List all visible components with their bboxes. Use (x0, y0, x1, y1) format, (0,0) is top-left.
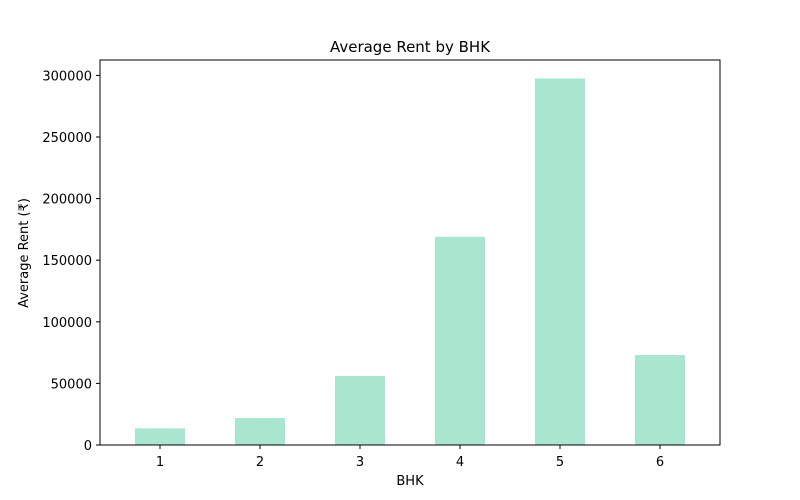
y-tick-label: 50000 (51, 377, 92, 392)
y-tick-label: 0 (84, 439, 92, 454)
bar-6 (635, 355, 685, 445)
bar-2 (235, 418, 285, 445)
chart-title: Average Rent by BHK (330, 38, 491, 56)
bars-group (135, 78, 685, 445)
x-tick-label: 5 (556, 455, 564, 470)
x-tick-label: 1 (156, 455, 164, 470)
y-axis-ticks: 0 50000 100000 150000 200000 250000 300000 (42, 69, 100, 454)
y-tick-label: 100000 (42, 316, 92, 331)
x-tick-label: 2 (256, 455, 264, 470)
y-tick-label: 300000 (42, 69, 92, 84)
x-axis-ticks: 1 2 3 4 5 6 (156, 445, 664, 470)
y-axis-title: Average Rent (₹) (17, 198, 32, 308)
bar-5 (535, 78, 585, 445)
bar-1 (135, 428, 185, 445)
bar-4 (435, 236, 485, 445)
bar-3 (335, 376, 385, 445)
x-tick-label: 4 (456, 455, 464, 470)
y-tick-label: 250000 (42, 131, 92, 146)
y-tick-label: 150000 (42, 254, 92, 269)
y-tick-label: 200000 (42, 193, 92, 208)
x-tick-label: 3 (356, 455, 364, 470)
x-axis-title: BHK (396, 474, 424, 489)
x-tick-label: 6 (656, 455, 664, 470)
plot-frame (99, 59, 721, 446)
